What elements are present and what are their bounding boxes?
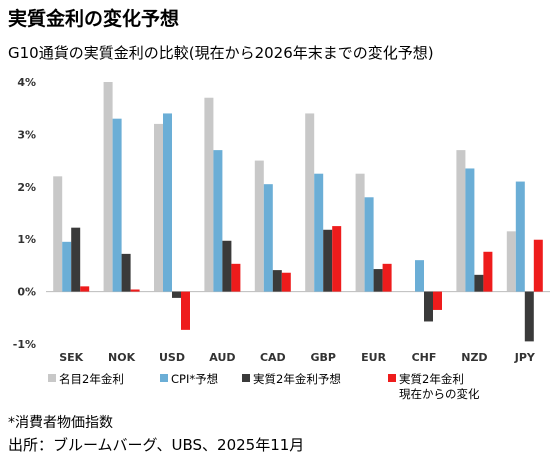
source-note: 出所：ブルームバーグ、UBS、2025年11月 [8, 436, 305, 454]
y-tick-label: -1% [13, 338, 36, 351]
x-category-label: EUR [361, 351, 386, 364]
bar-chf-s2 [424, 291, 433, 322]
bar-cad-s1 [263, 184, 273, 292]
bar-aud-s3 [231, 263, 241, 292]
legend-swatch-nominal [48, 374, 56, 382]
y-tick-label: 4% [17, 76, 36, 89]
x-category-label: NOK [108, 351, 136, 364]
bar-cad-s2 [272, 270, 282, 292]
bar-aud-s2 [222, 240, 232, 292]
chart-title: 実質金利の変化予想 [8, 8, 180, 30]
bar-eur-s2 [373, 269, 383, 292]
x-category-label: USD [159, 351, 185, 364]
bar-gbp-s3 [332, 226, 342, 292]
bar-cad-s0 [254, 160, 264, 292]
bar-chf-s1 [415, 260, 424, 292]
bar-usd-s2 [172, 291, 181, 298]
bar-nok-s2 [121, 253, 131, 292]
chart-subtitle: G10通貨の実質金利の比較(現在から2026年末までの変化予想) [8, 44, 434, 62]
x-category-label: JPY [514, 351, 536, 364]
bar-sek-s0 [53, 176, 63, 292]
bar-jpy-s2 [524, 291, 534, 342]
legend-label-nominal: 名目2年金利 [59, 372, 124, 386]
legend-label-cpi: CPI*予想 [171, 372, 219, 386]
bar-jpy-s0 [506, 231, 516, 292]
bar-usd-s3 [181, 291, 190, 330]
legend-label-real-rate: 実質2年金利予想 [253, 372, 341, 386]
bar-gbp-s1 [314, 173, 324, 292]
legend-label-real-change: 実質2年金利 現在からの変化 [399, 372, 480, 401]
bar-cad-s3 [281, 272, 291, 292]
bar-aud-s1 [213, 150, 223, 292]
bar-eur-s1 [364, 197, 374, 292]
footnote: *消費者物価指数 [8, 415, 113, 431]
y-tick-label: 2% [17, 181, 36, 194]
bar-nzd-s0 [456, 150, 466, 292]
bar-gbp-s2 [323, 229, 333, 292]
x-category-label: SEK [59, 351, 83, 364]
legend-item-real-change: 実質2年金利 現在からの変化 [388, 372, 480, 402]
bar-usd-s1 [163, 113, 172, 292]
bar-sek-s1 [62, 241, 72, 292]
legend-item-nominal: 名目2年金利 [48, 372, 124, 387]
bar-nzd-s2 [474, 274, 484, 292]
bar-nok-s1 [112, 118, 122, 292]
bar-jpy-s3 [533, 239, 543, 292]
y-tick-label: 1% [17, 233, 36, 246]
y-tick-label: 3% [17, 128, 36, 141]
bar-gbp-s0 [305, 113, 315, 292]
legend-item-cpi: CPI*予想 [160, 372, 218, 387]
bar-sek-s3 [80, 286, 90, 292]
x-category-label: NZD [461, 351, 487, 364]
legend-swatch-real-rate [242, 374, 250, 382]
bar-aud-s0 [204, 97, 214, 292]
bar-jpy-s1 [515, 181, 525, 292]
bar-usd-s0 [154, 123, 163, 292]
legend-swatch-cpi [160, 374, 168, 382]
bar-nzd-s1 [465, 168, 475, 292]
x-category-label: GBP [310, 351, 335, 364]
legend-item-real-rate: 実質2年金利予想 [242, 372, 341, 387]
bar-nzd-s3 [483, 251, 493, 292]
x-category-label: CAD [260, 351, 286, 364]
bar-eur-s0 [355, 173, 365, 292]
bar-chart: 4% 3% 2% 1% 0% -1% SEK NOK USD AUD CAD GBP EUR CHF NZD… [13, 76, 550, 364]
bar-chf-s3 [433, 291, 442, 310]
y-tick-label: 0% [17, 286, 36, 299]
bar-nok-s0 [103, 82, 113, 292]
x-category-label: AUD [209, 351, 235, 364]
bar-sek-s2 [71, 227, 81, 292]
bar-nok-s3 [130, 289, 140, 292]
bar-eur-s3 [382, 263, 392, 292]
x-category-label: CHF [412, 351, 437, 364]
legend-swatch-real-change [388, 374, 396, 382]
